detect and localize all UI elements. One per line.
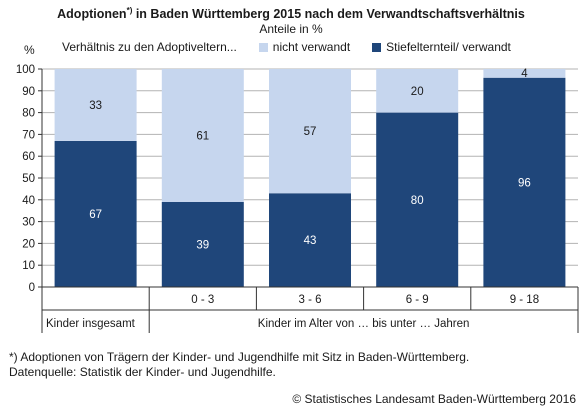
x-group-label-insgesamt: Kinder insgesamt — [46, 318, 136, 330]
y-tick-label-0: 0 — [29, 282, 35, 294]
bar-2-series-1 — [269, 69, 351, 194]
chart-title-main: Adoptionen — [57, 7, 127, 22]
data-label-3-series-0: 80 — [411, 195, 424, 207]
y-tick-label-20: 20 — [22, 238, 35, 250]
y-tick-label-60: 60 — [22, 151, 35, 163]
legend-item-nicht-verwandt: nicht verwandt — [258, 40, 351, 54]
legend-item-stiefelternteil: Stiefelternteil/ verwandt — [372, 40, 511, 54]
legend: Verhältnis zu den Adoptiveltern... nicht… — [62, 40, 533, 54]
footnote-line-1: *) Adoptionen von Trägern der Kinder- un… — [9, 350, 470, 364]
bar-4-series-0 — [483, 77, 566, 287]
x-tick-label-2: 3 - 6 — [298, 294, 321, 306]
y-tick-label-40: 40 — [22, 195, 35, 207]
legend-label-stiefelternteil: Stiefelternteil/ verwandt — [386, 40, 511, 54]
x-tick-label-3: 6 - 9 — [406, 294, 429, 306]
bar-1-series-1 — [161, 69, 244, 202]
footnote: *) Adoptionen von Trägern der Kinder- un… — [9, 350, 469, 380]
chart-subtitle: Anteile in % — [259, 22, 323, 36]
data-label-1-series-1: 61 — [196, 130, 209, 142]
data-label-4-series-0: 96 — [518, 177, 531, 189]
chart-title-footnote-marker: *) — [126, 6, 133, 15]
data-label-0-series-1: 33 — [89, 100, 102, 112]
y-tick-label-50: 50 — [22, 173, 35, 185]
x-tick-label-4: 9 - 18 — [510, 294, 539, 306]
data-label-2-series-1: 57 — [304, 126, 317, 138]
y-tick-label-30: 30 — [22, 217, 35, 229]
legend-label-nicht-verwandt: nicht verwandt — [272, 40, 351, 54]
y-tick-label-90: 90 — [22, 86, 35, 98]
legend-swatch-dark — [372, 42, 382, 52]
chart-title-rest: in Baden Württemberg 2015 nach dem Verwa… — [132, 7, 525, 22]
legend-heading: Verhältnis zu den Adoptiveltern... — [62, 40, 237, 54]
legend-swatch-light — [258, 42, 268, 52]
bar-1-series-0 — [161, 201, 244, 287]
bar-2-series-0 — [269, 193, 351, 287]
stacked-bar-chart: 0 10 20 30 40 50 60 70 80 90 100 67 33 39 61 43 57 80 20 96… — [16, 64, 579, 333]
data-label-2-series-0: 43 — [304, 235, 317, 247]
y-axis-label: % — [24, 43, 35, 57]
y-tick-label-100: 100 — [16, 64, 35, 76]
footnote-line-2: Datenquelle: Statistik der Kinder- und J… — [9, 365, 276, 379]
bar-0-series-1 — [54, 69, 137, 141]
data-label-0-series-0: 67 — [89, 209, 102, 221]
y-tick-label-80: 80 — [22, 108, 35, 120]
chart-title: Adoptionen*) in Baden Württemberg 2015 n… — [0, 6, 582, 21]
bar-0-series-0 — [54, 140, 137, 287]
data-label-4-series-1: 4 — [521, 68, 528, 80]
copyright: © Statistisches Landesamt Baden-Württemb… — [292, 392, 576, 406]
y-tick-label-70: 70 — [22, 129, 35, 141]
y-tick-label-10: 10 — [22, 260, 35, 272]
bar-4-series-1 — [483, 69, 566, 78]
x-tick-label-1: 0 - 3 — [191, 294, 214, 306]
bar-3-series-0 — [376, 112, 459, 287]
data-label-3-series-1: 20 — [411, 86, 424, 98]
bar-3-series-1 — [376, 69, 459, 113]
data-label-1-series-0: 39 — [196, 239, 209, 251]
x-group-label-alter: Kinder im Alter von … bis unter … Jahren — [258, 318, 470, 330]
